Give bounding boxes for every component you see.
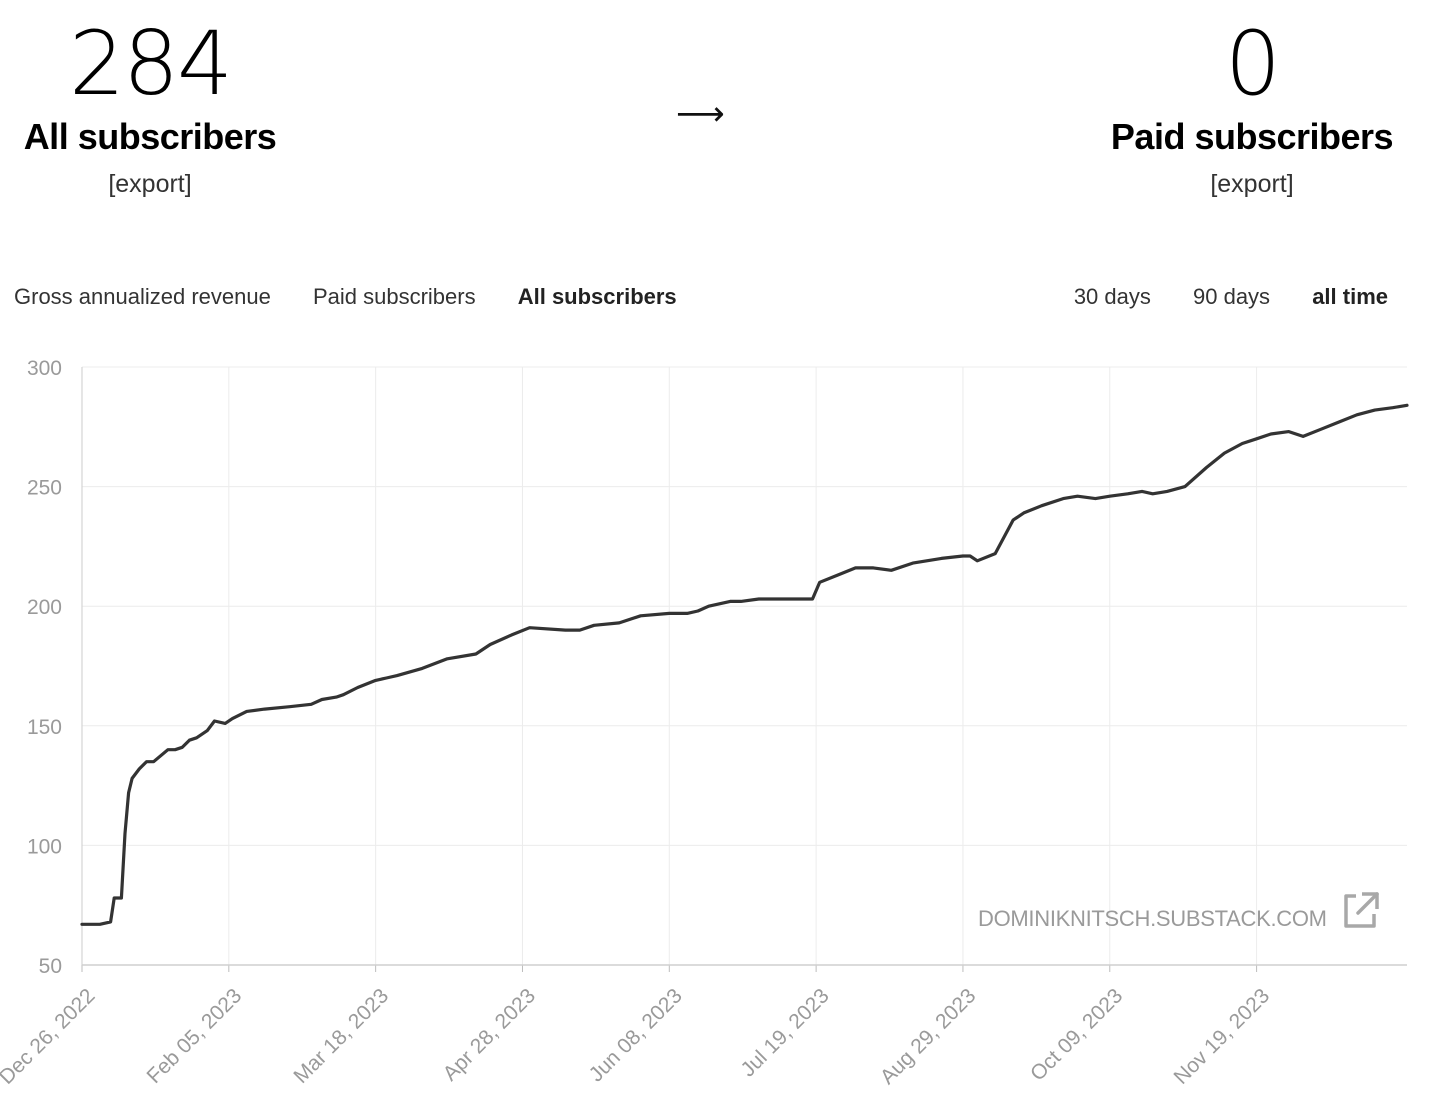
all-subscribers-label: All subscribers xyxy=(23,116,277,157)
y-tick-label: 150 xyxy=(27,716,62,739)
chart-grid xyxy=(81,366,1407,966)
right-arrow-icon: ⟶ xyxy=(676,94,725,134)
x-tick-label: Jul 19, 2023 xyxy=(736,984,833,1081)
metric-tabs: Gross annualized revenue Paid subscriber… xyxy=(14,284,713,310)
y-tick-label: 100 xyxy=(27,835,62,858)
tab-gross-annualized-revenue[interactable]: Gross annualized revenue xyxy=(14,284,271,309)
tab-paid-subscribers[interactable]: Paid subscribers xyxy=(312,284,476,309)
external-link-icon[interactable] xyxy=(1340,890,1380,930)
paid-subscribers-count: 0 xyxy=(1225,12,1281,115)
x-tick-label: Aug 29, 2023 xyxy=(876,984,981,1089)
paid-subscribers-label: Paid subscribers xyxy=(1110,116,1394,157)
y-tick-label: 200 xyxy=(27,596,62,619)
chart-series xyxy=(80,403,1409,926)
range-all-time[interactable]: all time xyxy=(1312,284,1388,309)
paid-subscribers-export-link[interactable]: [export] xyxy=(1210,170,1294,198)
paid-subscribers-summary: 0 Paid subscribers [export] xyxy=(1102,18,1402,199)
x-tick-label: Jun 08, 2023 xyxy=(585,984,687,1086)
x-tick-label: Apr 28, 2023 xyxy=(439,984,540,1085)
all-subscribers-export-link[interactable]: [export] xyxy=(108,170,192,198)
range-tabs: 30 days 90 days all time xyxy=(1038,284,1388,310)
x-tick-label: Nov 19, 2023 xyxy=(1170,984,1275,1089)
x-tick-label: Mar 18, 2023 xyxy=(289,984,393,1088)
x-tick-label: Feb 05, 2023 xyxy=(143,984,247,1088)
subscribers-line-chart: 50 100 150 200 250 300 Dec 26, 2022 Feb 05, 202… xyxy=(0,357,1409,1089)
range-30-days[interactable]: 30 days xyxy=(1073,284,1151,309)
range-90-days[interactable]: 90 days xyxy=(1193,284,1271,309)
substack-watermark: DOMINIKNITSCH.SUBSTACK.COM xyxy=(978,906,1327,931)
all-subscribers-count: 284 xyxy=(69,12,233,115)
x-tick-label: Dec 26, 2022 xyxy=(0,984,100,1089)
tab-all-subscribers[interactable]: All subscribers xyxy=(517,284,677,309)
x-tick-label: Oct 09, 2023 xyxy=(1026,984,1127,1085)
y-tick-label: 300 xyxy=(27,357,62,380)
y-tick-label: 250 xyxy=(27,477,62,500)
series-line xyxy=(80,403,1409,926)
y-tick-label: 50 xyxy=(39,955,62,978)
all-subscribers-summary: 284 All subscribers [export] xyxy=(0,18,300,199)
